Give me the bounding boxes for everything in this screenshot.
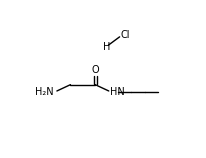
Text: HN: HN xyxy=(110,87,125,97)
Text: H₂N: H₂N xyxy=(35,87,54,97)
Text: O: O xyxy=(91,65,99,75)
Text: H: H xyxy=(103,42,110,52)
Text: Cl: Cl xyxy=(121,30,130,40)
